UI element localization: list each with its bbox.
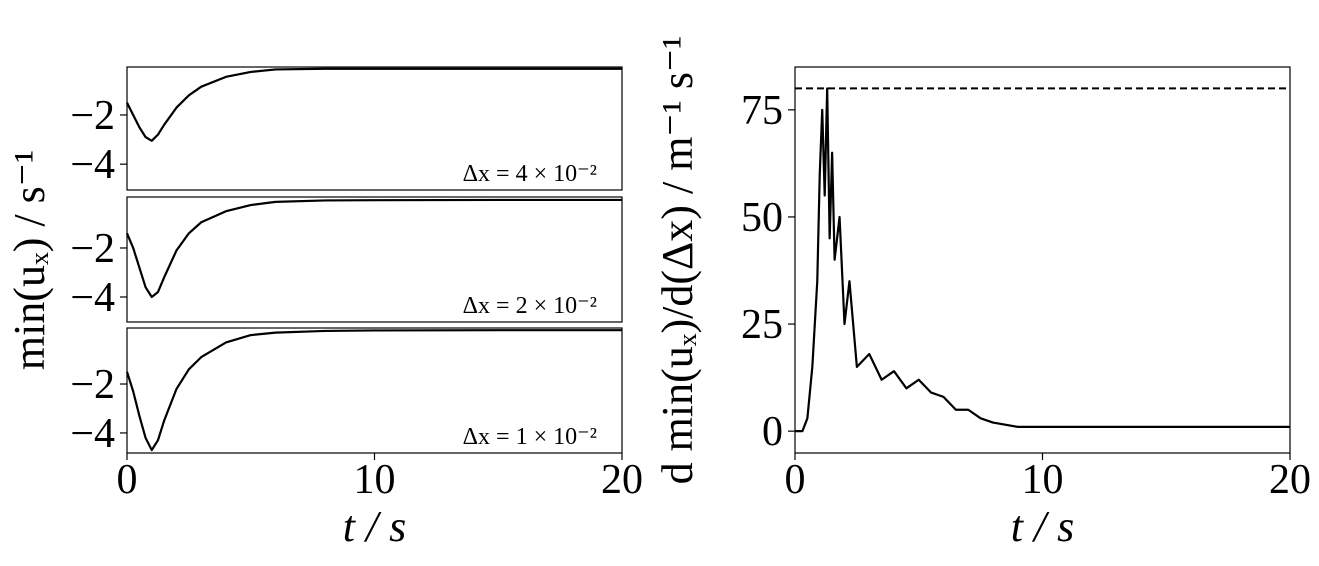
data-line [795, 87, 1290, 433]
y-tick-label: 0 [762, 409, 783, 455]
y-tick-label: 50 [741, 195, 783, 241]
y-axis-label: min(uₓ) / s⁻¹ [5, 150, 54, 370]
data-line [125, 329, 622, 452]
y-axis-label: d min(uₓ)/d(Δx) / m⁻¹ s⁻¹ [653, 36, 702, 485]
x-tick-label: 0 [117, 457, 138, 503]
y-tick-label: −4 [70, 275, 115, 321]
x-tick-label: 20 [1269, 457, 1311, 503]
data-line [126, 67, 622, 142]
axes-frame [126, 327, 623, 454]
x-axis-label: t / s [1011, 502, 1075, 551]
x-tick-label: 10 [1022, 457, 1064, 503]
axes-frame [794, 66, 1291, 454]
x-tick-label: 0 [785, 457, 806, 503]
x-axis-label: t / s [343, 502, 407, 551]
annotation: Δx = 4 × 10⁻² [463, 161, 597, 187]
annotation: Δx = 2 × 10⁻² [463, 293, 597, 319]
y-tick-label: 25 [741, 302, 783, 348]
annotation: Δx = 1 × 10⁻² [463, 424, 597, 450]
x-tick-label: 10 [354, 457, 396, 503]
data-line [125, 198, 622, 299]
axes-frame [126, 196, 623, 323]
y-tick-label: −4 [70, 411, 115, 457]
y-tick-label: −2 [70, 226, 115, 272]
y-tick-label: −4 [70, 142, 115, 188]
x-tick-label: 20 [601, 457, 643, 503]
y-tick-label: 75 [741, 88, 783, 134]
y-tick-label: −2 [70, 362, 115, 408]
y-tick-label: −2 [70, 93, 115, 139]
axes-frame [126, 66, 623, 191]
